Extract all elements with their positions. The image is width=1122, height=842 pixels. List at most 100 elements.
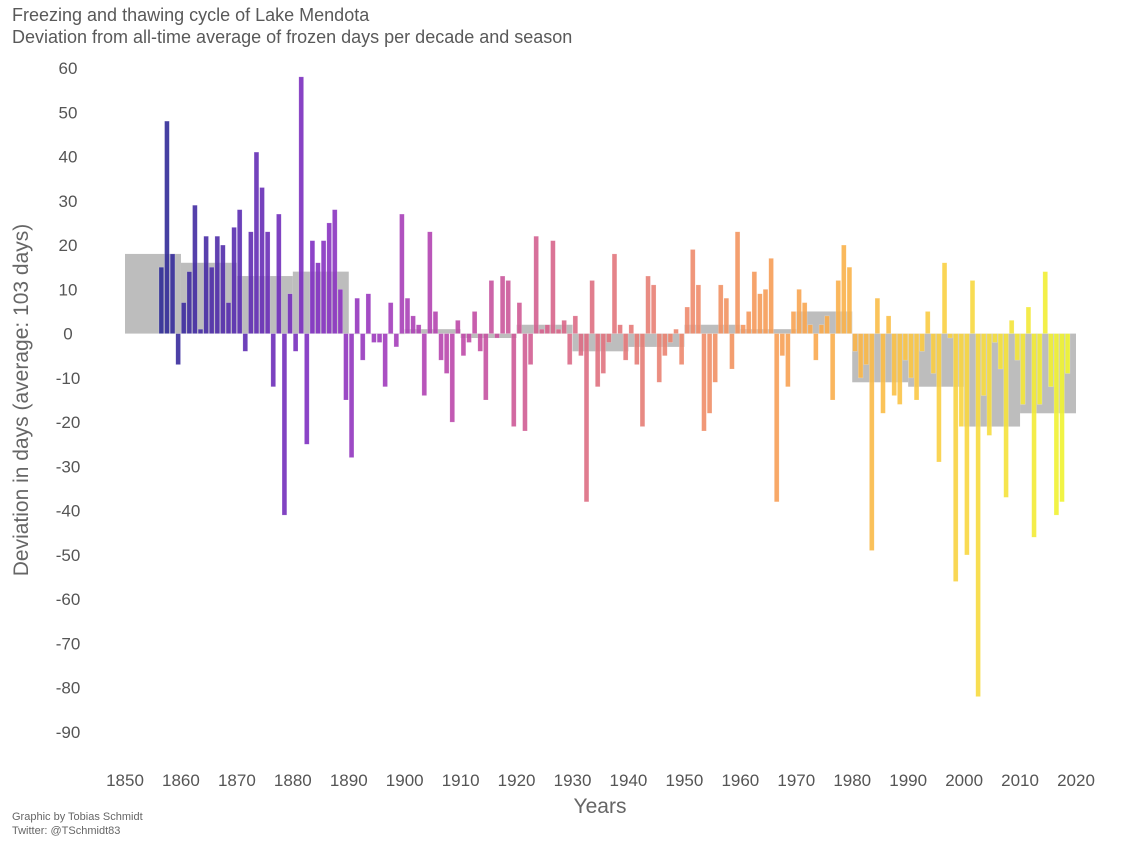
bar-2008 [1009, 320, 1015, 334]
x-tick-label: 1930 [554, 771, 592, 790]
bar-1871 [242, 333, 248, 352]
bar-1928 [561, 320, 567, 334]
x-tick-label: 1940 [610, 771, 648, 790]
bar-1919 [511, 333, 517, 427]
bar-1882 [304, 333, 310, 445]
bar-1870 [237, 209, 243, 334]
bar-1913 [477, 333, 483, 352]
bar-1955 [712, 333, 718, 383]
x-tick-label: 1870 [218, 771, 256, 790]
bar-1967 [779, 333, 785, 356]
bar-1991 [913, 333, 920, 401]
bar-2007 [1003, 333, 1009, 498]
bar-1912 [472, 311, 478, 334]
bar-1960 [740, 324, 746, 334]
bar-1965 [768, 258, 774, 334]
bar-1983 [869, 333, 875, 551]
bar-1917 [499, 275, 506, 334]
bar-1932 [583, 333, 590, 503]
bar-1891 [354, 297, 360, 334]
y-axis-ticks: 60 50 40 30 20 10 0 -10 -20 -30 -40 -50 -60 -70 -80 -90 [56, 59, 81, 742]
bar-1921 [522, 333, 528, 432]
bar-1890 [348, 333, 355, 458]
bar-2002 [975, 333, 981, 697]
chart-title-block: Freezing and thawing cycle of Lake Mendo… [12, 4, 572, 48]
bar-1978 [841, 244, 847, 334]
bar-1966 [774, 333, 780, 503]
y-tick-label: 0 [63, 325, 72, 344]
y-tick-label: -10 [56, 369, 81, 388]
y-tick-label: 50 [59, 103, 78, 122]
bar-1980 [852, 333, 858, 352]
bar-1938 [617, 324, 623, 334]
bar-1908 [449, 333, 455, 423]
bar-1984 [874, 297, 881, 334]
bar-1925 [544, 324, 550, 334]
bar-1873 [253, 151, 260, 334]
bar-1993 [925, 311, 931, 334]
bar-1866 [214, 235, 220, 334]
x-tick-label: 2020 [1057, 771, 1095, 790]
bar-1905 [432, 311, 439, 334]
y-tick-label: 30 [59, 192, 78, 211]
bar-1999 [958, 333, 964, 427]
bar-1975 [824, 315, 830, 334]
decade-band-1960 [740, 329, 797, 334]
bar-1962 [751, 271, 757, 334]
bar-1894 [371, 333, 377, 343]
x-tick-label: 1950 [665, 771, 703, 790]
decade-band-1950 [684, 324, 741, 334]
chart-subtitle: Deviation from all-time average of froze… [12, 27, 573, 47]
bar-1926 [550, 240, 556, 334]
bar-1879 [287, 293, 293, 334]
bar-1869 [231, 227, 237, 334]
y-tick-label: -90 [56, 723, 81, 742]
bar-1982 [863, 333, 869, 365]
bar-1985 [880, 333, 886, 414]
bar-2003 [981, 333, 987, 396]
bar-1863 [197, 328, 204, 334]
bar-1924 [539, 328, 545, 334]
bar-1914 [483, 333, 489, 401]
bar-1907 [444, 333, 450, 374]
bar-1875 [265, 231, 271, 334]
bar-1956 [718, 284, 724, 334]
bar-1952 [695, 284, 702, 334]
bar-1936 [606, 333, 612, 343]
bar-1893 [365, 293, 371, 334]
bar-1927 [555, 328, 562, 334]
x-tick-label: 1860 [162, 771, 200, 790]
bar-1900 [404, 297, 411, 334]
bar-1987 [891, 333, 897, 396]
bar-1933 [589, 280, 595, 334]
bar-1859 [175, 333, 181, 365]
decade-band-2000 [964, 333, 1021, 427]
y-tick-label: 10 [59, 280, 78, 299]
bar-1874 [259, 187, 265, 334]
credits: Graphic by Tobias Schmidt Twitter: @TSch… [12, 810, 143, 838]
bar-1878 [281, 333, 288, 516]
y-tick-label: -40 [56, 502, 81, 521]
bar-1974 [818, 324, 825, 334]
season-bars [158, 76, 1071, 697]
bar-2017 [1059, 333, 1065, 503]
bar-1906 [438, 333, 444, 361]
bar-1920 [516, 302, 523, 334]
bar-1951 [690, 249, 696, 334]
y-tick-label: -50 [56, 546, 81, 565]
bar-1858 [169, 253, 176, 334]
bar-1872 [248, 231, 254, 334]
x-tick-label: 1890 [330, 771, 368, 790]
decade-band-1910 [460, 333, 517, 339]
bar-1880 [292, 333, 299, 352]
bar-1860 [181, 302, 187, 334]
bar-1868 [225, 302, 232, 334]
bar-1942 [639, 333, 646, 427]
bar-2012 [1031, 333, 1037, 538]
bar-1862 [192, 204, 198, 334]
bar-1958 [729, 333, 735, 370]
y-tick-label: 20 [59, 236, 78, 255]
x-tick-label: 1900 [386, 771, 424, 790]
bar-2004 [986, 333, 992, 436]
